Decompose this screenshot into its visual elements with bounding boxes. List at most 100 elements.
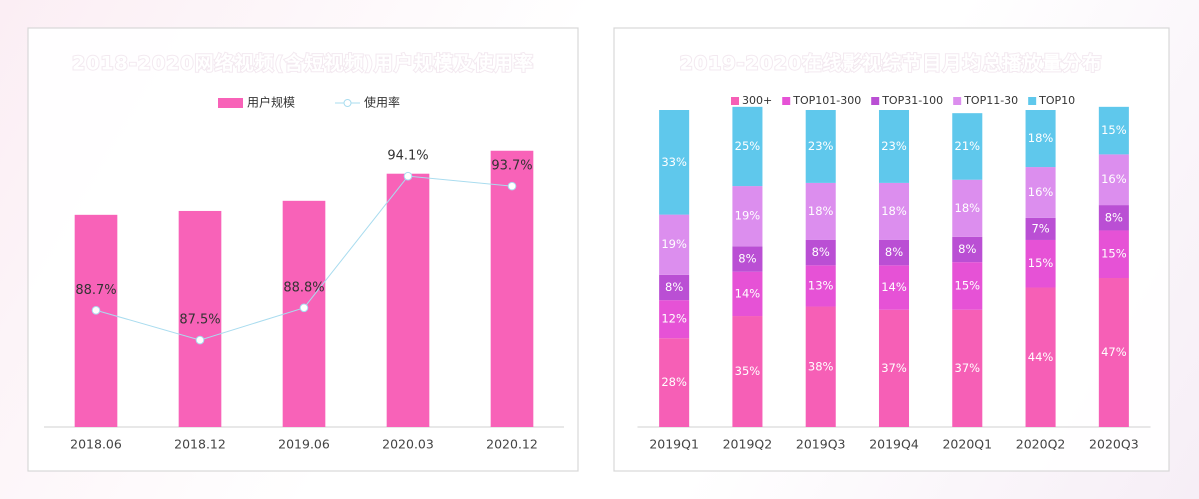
bar-segment xyxy=(952,236,983,263)
legend-swatch xyxy=(731,97,739,105)
bar-segment xyxy=(659,338,690,427)
bar-segment xyxy=(732,186,763,247)
bar-segment xyxy=(732,246,763,272)
chart-title: 2018-2020网络视频(含短视频)用户规模及使用率 xyxy=(72,52,534,75)
data-label: 21% xyxy=(955,139,981,153)
data-label: 7% xyxy=(1031,221,1049,235)
line-point xyxy=(299,303,309,313)
data-label: 25% xyxy=(735,139,761,153)
data-label: 23% xyxy=(881,139,907,153)
bar-segment xyxy=(805,110,836,183)
bar-segment xyxy=(1098,106,1129,155)
bar-segment xyxy=(878,265,910,310)
legend-label: 用户规模 xyxy=(247,95,295,110)
x-tick-label: 2020Q1 xyxy=(942,437,992,452)
bar-segment xyxy=(878,110,910,183)
x-tick-label: 2018.12 xyxy=(174,437,226,452)
line-point xyxy=(195,335,205,345)
bar-segment xyxy=(732,271,763,317)
data-label: 88.7% xyxy=(75,283,116,298)
data-label: 8% xyxy=(812,245,830,259)
data-label: 37% xyxy=(881,361,907,375)
x-tick-label: 2018.06 xyxy=(70,437,122,452)
x-tick-label: 2020Q3 xyxy=(1089,437,1139,452)
bar-segment xyxy=(659,110,690,215)
legend-swatch xyxy=(343,99,352,107)
bar-segment xyxy=(1025,167,1056,218)
bar-segment xyxy=(659,214,690,275)
legend-swatch xyxy=(218,98,243,108)
data-label: 8% xyxy=(885,245,903,259)
data-label: 15% xyxy=(1101,247,1127,261)
data-label: 93.7% xyxy=(491,159,532,174)
bar xyxy=(74,214,118,427)
bar-segment xyxy=(659,274,690,301)
bar-segment xyxy=(805,239,836,266)
data-label: 44% xyxy=(1028,350,1054,364)
data-label: 8% xyxy=(958,242,976,256)
x-tick-label: 2019.06 xyxy=(278,437,330,452)
bar-segment xyxy=(1098,230,1129,279)
data-label: 88.8% xyxy=(283,280,324,295)
x-tick-label: 2020.03 xyxy=(382,437,434,452)
bar-segment xyxy=(952,262,983,310)
bar-segment xyxy=(952,309,983,427)
data-label: 28% xyxy=(661,375,687,389)
bar-segment xyxy=(878,309,910,427)
legend-swatch xyxy=(782,97,791,105)
data-label: 15% xyxy=(1028,256,1054,270)
line-point xyxy=(91,305,101,315)
bar xyxy=(282,200,326,427)
bar xyxy=(178,210,222,427)
bar-segment xyxy=(732,316,763,427)
legend-swatch xyxy=(871,97,880,105)
line-point xyxy=(507,181,517,191)
bar-segment xyxy=(1098,154,1129,206)
bar-segment xyxy=(952,113,983,180)
data-label: 14% xyxy=(735,286,761,300)
bar-segment xyxy=(878,182,910,240)
legend-label: 300+ xyxy=(742,94,772,107)
x-tick-label: 2019Q1 xyxy=(649,437,699,452)
x-tick-label: 2019Q2 xyxy=(723,437,773,452)
bar-segment xyxy=(1025,287,1056,427)
data-label: 94.1% xyxy=(387,149,428,164)
bar xyxy=(386,173,430,427)
bar-segment xyxy=(805,182,836,240)
data-label: 16% xyxy=(1028,185,1054,199)
legend-label: 使用率 xyxy=(364,95,400,110)
data-label: 19% xyxy=(735,209,761,223)
legend-label: TOP101-300 xyxy=(792,94,861,107)
bar-segment xyxy=(805,265,836,307)
bar-segment xyxy=(1098,205,1129,231)
data-label: 12% xyxy=(661,312,687,326)
data-label: 19% xyxy=(661,237,687,251)
data-label: 33% xyxy=(661,155,687,169)
data-label: 14% xyxy=(881,280,907,294)
data-label: 18% xyxy=(881,204,907,218)
bar-segment xyxy=(1098,278,1129,427)
x-tick-label: 2019Q4 xyxy=(869,437,919,452)
bar-segment xyxy=(805,306,836,427)
data-label: 16% xyxy=(1101,172,1127,186)
legend-swatch xyxy=(1028,97,1037,105)
data-label: 18% xyxy=(1028,131,1054,145)
bar-segment xyxy=(878,239,910,266)
data-label: 13% xyxy=(808,278,834,292)
legend-label: TOP10 xyxy=(1038,94,1075,107)
legend-swatch xyxy=(953,97,962,105)
data-label: 15% xyxy=(955,278,981,292)
data-label: 8% xyxy=(738,251,756,265)
data-label: 18% xyxy=(808,204,834,218)
data-label: 47% xyxy=(1101,345,1127,359)
data-label: 8% xyxy=(1105,210,1123,224)
x-tick-label: 2020.12 xyxy=(486,437,538,452)
data-label: 23% xyxy=(808,139,834,153)
bar xyxy=(490,150,534,427)
bar-segment xyxy=(732,106,763,187)
data-label: 35% xyxy=(735,364,761,378)
chart-title: 2019-2020在线影视综节目月均总播放量分布 xyxy=(680,52,1103,75)
bar-segment xyxy=(1025,217,1056,240)
